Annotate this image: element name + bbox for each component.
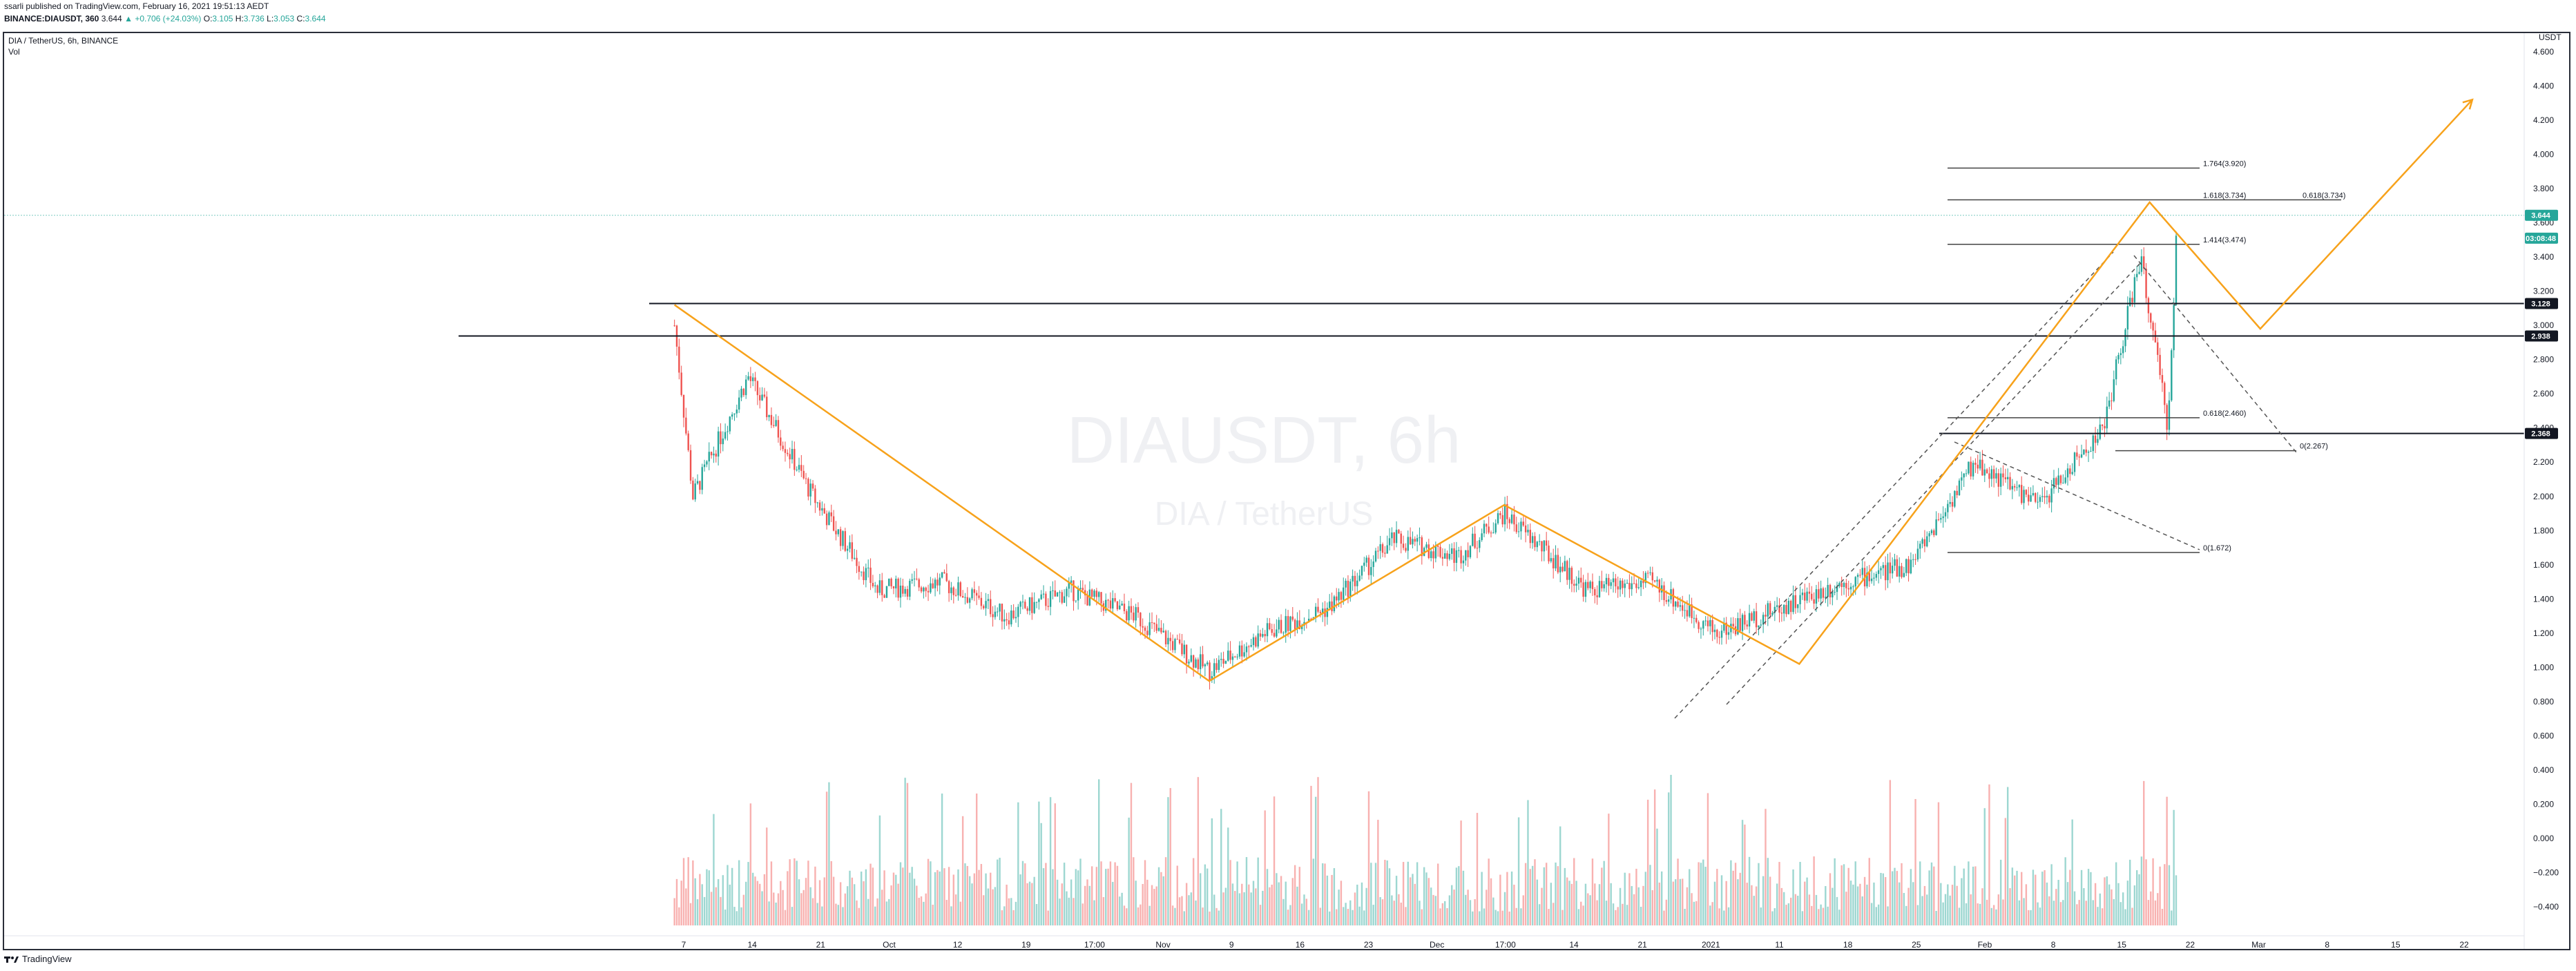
- high-value: 3.736: [243, 14, 265, 23]
- footer-brand[interactable]: TradingView: [4, 954, 72, 964]
- symbol-label: BINANCE:DIAUSDT, 360: [4, 14, 99, 23]
- open-value: 3.105: [212, 14, 233, 23]
- volume-legend[interactable]: Vol: [8, 47, 20, 57]
- series-legend[interactable]: DIA / TetherUS, 6h, BINANCE: [8, 36, 119, 46]
- tradingview-logo-icon: [4, 956, 19, 963]
- footer-brand-text: TradingView: [22, 954, 72, 964]
- price-change: +0.706 (+24.03%): [135, 14, 202, 23]
- arrow-up-icon: ▲: [124, 14, 133, 23]
- open-label: O:: [203, 14, 213, 23]
- high-label: H:: [235, 14, 244, 23]
- chart-frame[interactable]: [3, 32, 2570, 950]
- low-label: L:: [267, 14, 274, 23]
- ohlc-bar: BINANCE:DIAUSDT, 360 3.644 ▲ +0.706 (+24…: [4, 14, 326, 23]
- last-price: 3.644: [101, 14, 122, 23]
- close-label: C:: [296, 14, 305, 23]
- close-value: 3.644: [305, 14, 326, 23]
- low-value: 3.053: [273, 14, 295, 23]
- published-line: ssarli published on TradingView.com, Feb…: [4, 1, 269, 11]
